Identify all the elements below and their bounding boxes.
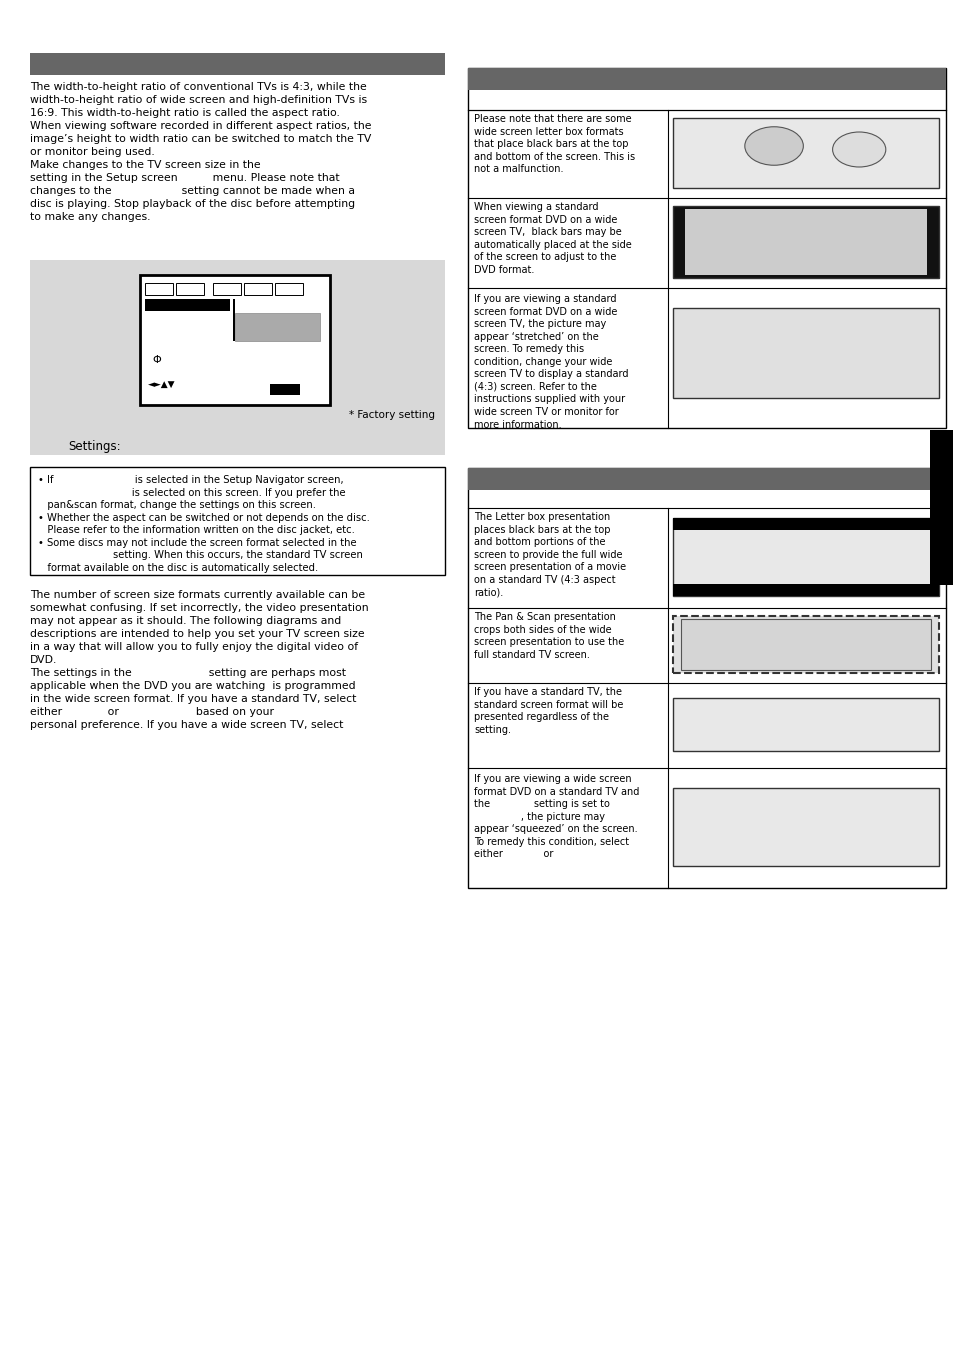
Bar xyxy=(30,259,444,455)
Bar xyxy=(233,299,234,340)
Bar xyxy=(672,517,938,530)
Text: • If                          is selected in the Setup Navigator screen,
       : • If is selected in the Setup Navigator … xyxy=(38,476,370,573)
Text: The Pan & Scan presentation
crops both sides of the wide
screen presentation to : The Pan & Scan presentation crops both s… xyxy=(474,612,623,659)
Text: Settings:: Settings: xyxy=(68,440,120,453)
Bar xyxy=(213,282,241,295)
Bar xyxy=(274,282,303,295)
Bar xyxy=(145,282,172,295)
Ellipse shape xyxy=(744,127,802,165)
Bar xyxy=(672,788,938,866)
Bar xyxy=(672,205,938,278)
Bar xyxy=(468,467,945,490)
Bar xyxy=(140,276,330,405)
Text: If you have a standard TV, the
standard screen format will be
presented regardle: If you have a standard TV, the standard … xyxy=(474,688,622,735)
Bar xyxy=(468,467,945,888)
Bar xyxy=(145,299,230,311)
Bar xyxy=(672,698,938,751)
Bar xyxy=(270,384,299,394)
Bar xyxy=(672,118,938,188)
Ellipse shape xyxy=(832,132,885,168)
Bar xyxy=(672,616,938,673)
Text: ◄►▲▼: ◄►▲▼ xyxy=(148,380,175,389)
Text: * Factory setting: * Factory setting xyxy=(349,409,435,420)
Text: If you are viewing a standard
screen format DVD on a wide
screen TV, the picture: If you are viewing a standard screen for… xyxy=(474,295,628,430)
Bar xyxy=(468,68,945,91)
Text: The Letter box presentation
places black bars at the top
and bottom portions of : The Letter box presentation places black… xyxy=(474,512,625,597)
Bar xyxy=(929,430,953,585)
Text: When viewing a standard
screen format DVD on a wide
screen TV,  black bars may b: When viewing a standard screen format DV… xyxy=(474,203,631,274)
Bar xyxy=(30,53,444,76)
Bar xyxy=(244,282,272,295)
Text: The number of screen size formats currently available can be
somewhat confusing.: The number of screen size formats curren… xyxy=(30,590,368,731)
Bar xyxy=(672,308,938,399)
Text: Φ: Φ xyxy=(152,355,161,365)
Bar xyxy=(672,584,938,596)
Text: If you are viewing a wide screen
format DVD on a standard TV and
the            : If you are viewing a wide screen format … xyxy=(474,774,639,859)
Bar xyxy=(468,68,945,428)
Bar xyxy=(234,313,319,340)
Bar xyxy=(684,209,926,276)
Text: Please note that there are some
wide screen letter box formats
that place black : Please note that there are some wide scr… xyxy=(474,113,635,174)
Bar xyxy=(30,467,444,576)
Bar xyxy=(175,282,204,295)
Bar xyxy=(680,619,930,670)
Text: The width-to-height ratio of conventional TVs is 4:3, while the
width-to-height : The width-to-height ratio of conventiona… xyxy=(30,82,371,223)
Bar xyxy=(672,517,938,596)
